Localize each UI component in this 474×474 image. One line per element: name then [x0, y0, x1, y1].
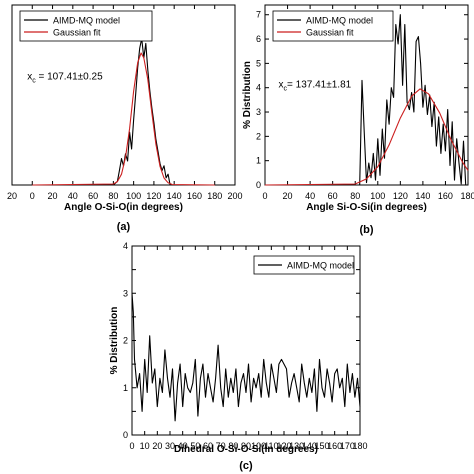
x-axis-label: Dihedral O-Si-O-Si(in degrees): [174, 444, 318, 455]
x-tick-label: 80: [228, 441, 238, 451]
annotation-prefix: x: [279, 80, 284, 91]
x-tick-label: 0: [262, 191, 267, 201]
panel-label: (c): [239, 460, 253, 472]
legend-box: [19, 10, 153, 42]
x-tick-label: 160: [438, 191, 453, 201]
legend-label: AIMD-MQ model: [287, 261, 354, 271]
series-line-aimd-mq-model: [131, 293, 361, 422]
legend: AIMD-MQ model Gaussian fit: [272, 10, 394, 42]
y-tick-label: 6: [256, 34, 261, 44]
x-tick-label: 20: [152, 441, 162, 451]
y-tick-label: 2: [256, 131, 261, 141]
annotation-text: = 107.41±0.25: [36, 71, 103, 82]
plot-frame: [11, 4, 236, 186]
legend-label: AIMD-MQ model: [53, 16, 120, 26]
x-tick-label: 180: [460, 191, 474, 201]
x-tick-label: 110: [264, 441, 278, 451]
y-tick-label: 7: [256, 10, 261, 20]
x-tick-label: 100: [370, 191, 385, 201]
x-tick-label: 160: [187, 191, 202, 201]
x-tick-label: 120: [276, 441, 291, 451]
x-tick-label: 60: [328, 191, 338, 201]
annotation-subscript: c: [284, 86, 288, 93]
series-line-aimd-mq-model: [32, 38, 215, 186]
annotation-prefix: x: [27, 71, 32, 82]
x-tick-label: 160: [327, 441, 342, 451]
x-tick-label: 20: [7, 191, 17, 201]
legend-box: [272, 10, 394, 42]
x-axis-label: Angle O-Si-O(in degrees): [64, 202, 183, 213]
y-tick-label: 0: [123, 430, 128, 440]
y-tick-label: 3: [123, 288, 128, 298]
legend: AIMD-MQ model: [253, 255, 355, 275]
y-tick-label: 1: [256, 156, 261, 166]
x-tick-label: 200: [227, 191, 242, 201]
x-tick-label: 80: [108, 191, 118, 201]
x-axis-label: Angle Si-O-Si(in degrees): [306, 202, 427, 213]
x-tick-label: 150: [314, 441, 329, 451]
x-tick-label: 40: [68, 191, 78, 201]
legend-label: Gaussian fit: [53, 28, 101, 38]
x-tick-label: 170: [340, 441, 355, 451]
x-tick-label: 140: [167, 191, 182, 201]
y-tick-label: 1: [123, 383, 128, 393]
fit-center-annotation: xc= 137.41±1.81: [279, 80, 352, 93]
legend-label: AIMD-MQ model: [306, 16, 373, 26]
plot-frame: [264, 4, 469, 186]
fit-center-annotation: xc = 107.41±0.25: [27, 71, 103, 84]
panel-b: 0 20 40 60 80 100 120 140 160 180 0 1 2 3 4 5 6 7 AIMD-MQ …: [242, 4, 474, 236]
y-tick-label: 2: [123, 336, 128, 346]
panel-label: (a): [117, 221, 131, 233]
x-tick-label: 130: [289, 441, 304, 451]
x-tick-label: 180: [207, 191, 222, 201]
x-tick-label: 140: [302, 441, 317, 451]
series-line-aimd-mq-model: [265, 14, 468, 186]
panel-label: (b): [359, 224, 373, 236]
x-tick-label: 70: [216, 441, 226, 451]
x-tick-label: 100: [251, 441, 266, 451]
x-tick-label: 180: [352, 441, 367, 451]
x-tick-label: 100: [126, 191, 141, 201]
x-tick-label: 90: [241, 441, 251, 451]
series-line-gaussian-fit: [264, 88, 469, 186]
x-tick-label: 50: [190, 441, 200, 451]
series-line-gaussian-fit: [32, 52, 215, 186]
y-tick-label: 0: [256, 180, 261, 190]
x-tick-label: 0: [30, 191, 35, 201]
x-tick-label: 120: [393, 191, 408, 201]
x-tick-label: 40: [178, 441, 188, 451]
x-tick-label: 80: [350, 191, 360, 201]
x-tick-label: 60: [203, 441, 213, 451]
x-tick-label: 20: [283, 191, 293, 201]
x-tick-label: 60: [88, 191, 98, 201]
legend: AIMD-MQ model Gaussian fit: [19, 10, 153, 42]
x-tick-label: 0: [129, 441, 134, 451]
annotation-text: = 137.41±1.81: [287, 80, 352, 91]
y-tick-label: 5: [256, 58, 261, 68]
x-tick-label: 10: [140, 441, 150, 451]
annotation-subscript: c: [32, 77, 36, 84]
x-tick-label: 40: [305, 191, 315, 201]
panel-c: 0 10 20 30 40 50 60 70 80 90 100110120130140150160…: [109, 241, 368, 472]
x-tick-label: 120: [146, 191, 161, 201]
y-tick-label: 3: [256, 107, 261, 117]
x-tick-label: 140: [415, 191, 430, 201]
x-tick-label: 20: [48, 191, 58, 201]
legend-label: Gaussian fit: [306, 28, 354, 38]
x-tick-label: 30: [165, 441, 175, 451]
y-axis-label: % Distribution: [109, 307, 120, 375]
y-axis-label: % Distribution: [242, 61, 253, 129]
legend-box: [253, 255, 355, 275]
y-tick-label: 4: [123, 241, 128, 251]
y-tick-label: 4: [256, 83, 261, 93]
